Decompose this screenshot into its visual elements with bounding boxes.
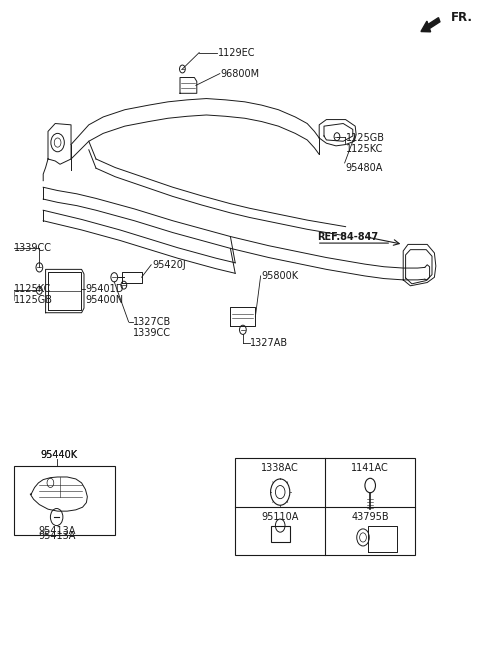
Text: 1327CB: 1327CB xyxy=(133,317,172,327)
Text: 95401D: 95401D xyxy=(85,284,124,294)
Text: 95413A: 95413A xyxy=(38,526,75,536)
Text: 1327AB: 1327AB xyxy=(250,338,288,348)
Text: 1129EC: 1129EC xyxy=(218,47,256,58)
Text: 95440K: 95440K xyxy=(41,449,78,460)
Text: 43795B: 43795B xyxy=(351,512,389,522)
Bar xyxy=(14,466,115,535)
FancyArrow shape xyxy=(421,18,440,32)
Text: 1339CC: 1339CC xyxy=(14,242,52,253)
Text: REF.84-847: REF.84-847 xyxy=(317,231,378,242)
Bar xyxy=(271,526,290,542)
Text: 95480A: 95480A xyxy=(346,162,383,173)
Text: FR.: FR. xyxy=(451,11,473,24)
Text: 95400N: 95400N xyxy=(85,295,123,306)
Bar xyxy=(235,458,415,555)
Text: 1141AC: 1141AC xyxy=(351,463,389,473)
Text: 95413A: 95413A xyxy=(38,531,75,541)
Text: 1339CC: 1339CC xyxy=(133,328,171,338)
Text: 1125KC: 1125KC xyxy=(346,144,383,154)
Text: 1125GB: 1125GB xyxy=(346,133,384,143)
Text: 1125GB: 1125GB xyxy=(14,295,53,306)
Text: 95800K: 95800K xyxy=(262,271,299,281)
Text: 95110A: 95110A xyxy=(262,512,299,522)
Text: 1125KC: 1125KC xyxy=(14,284,52,294)
Text: 96800M: 96800M xyxy=(221,68,260,79)
Text: 95440K: 95440K xyxy=(41,449,78,460)
Text: 1338AC: 1338AC xyxy=(261,463,299,473)
Text: 95420J: 95420J xyxy=(153,260,186,270)
